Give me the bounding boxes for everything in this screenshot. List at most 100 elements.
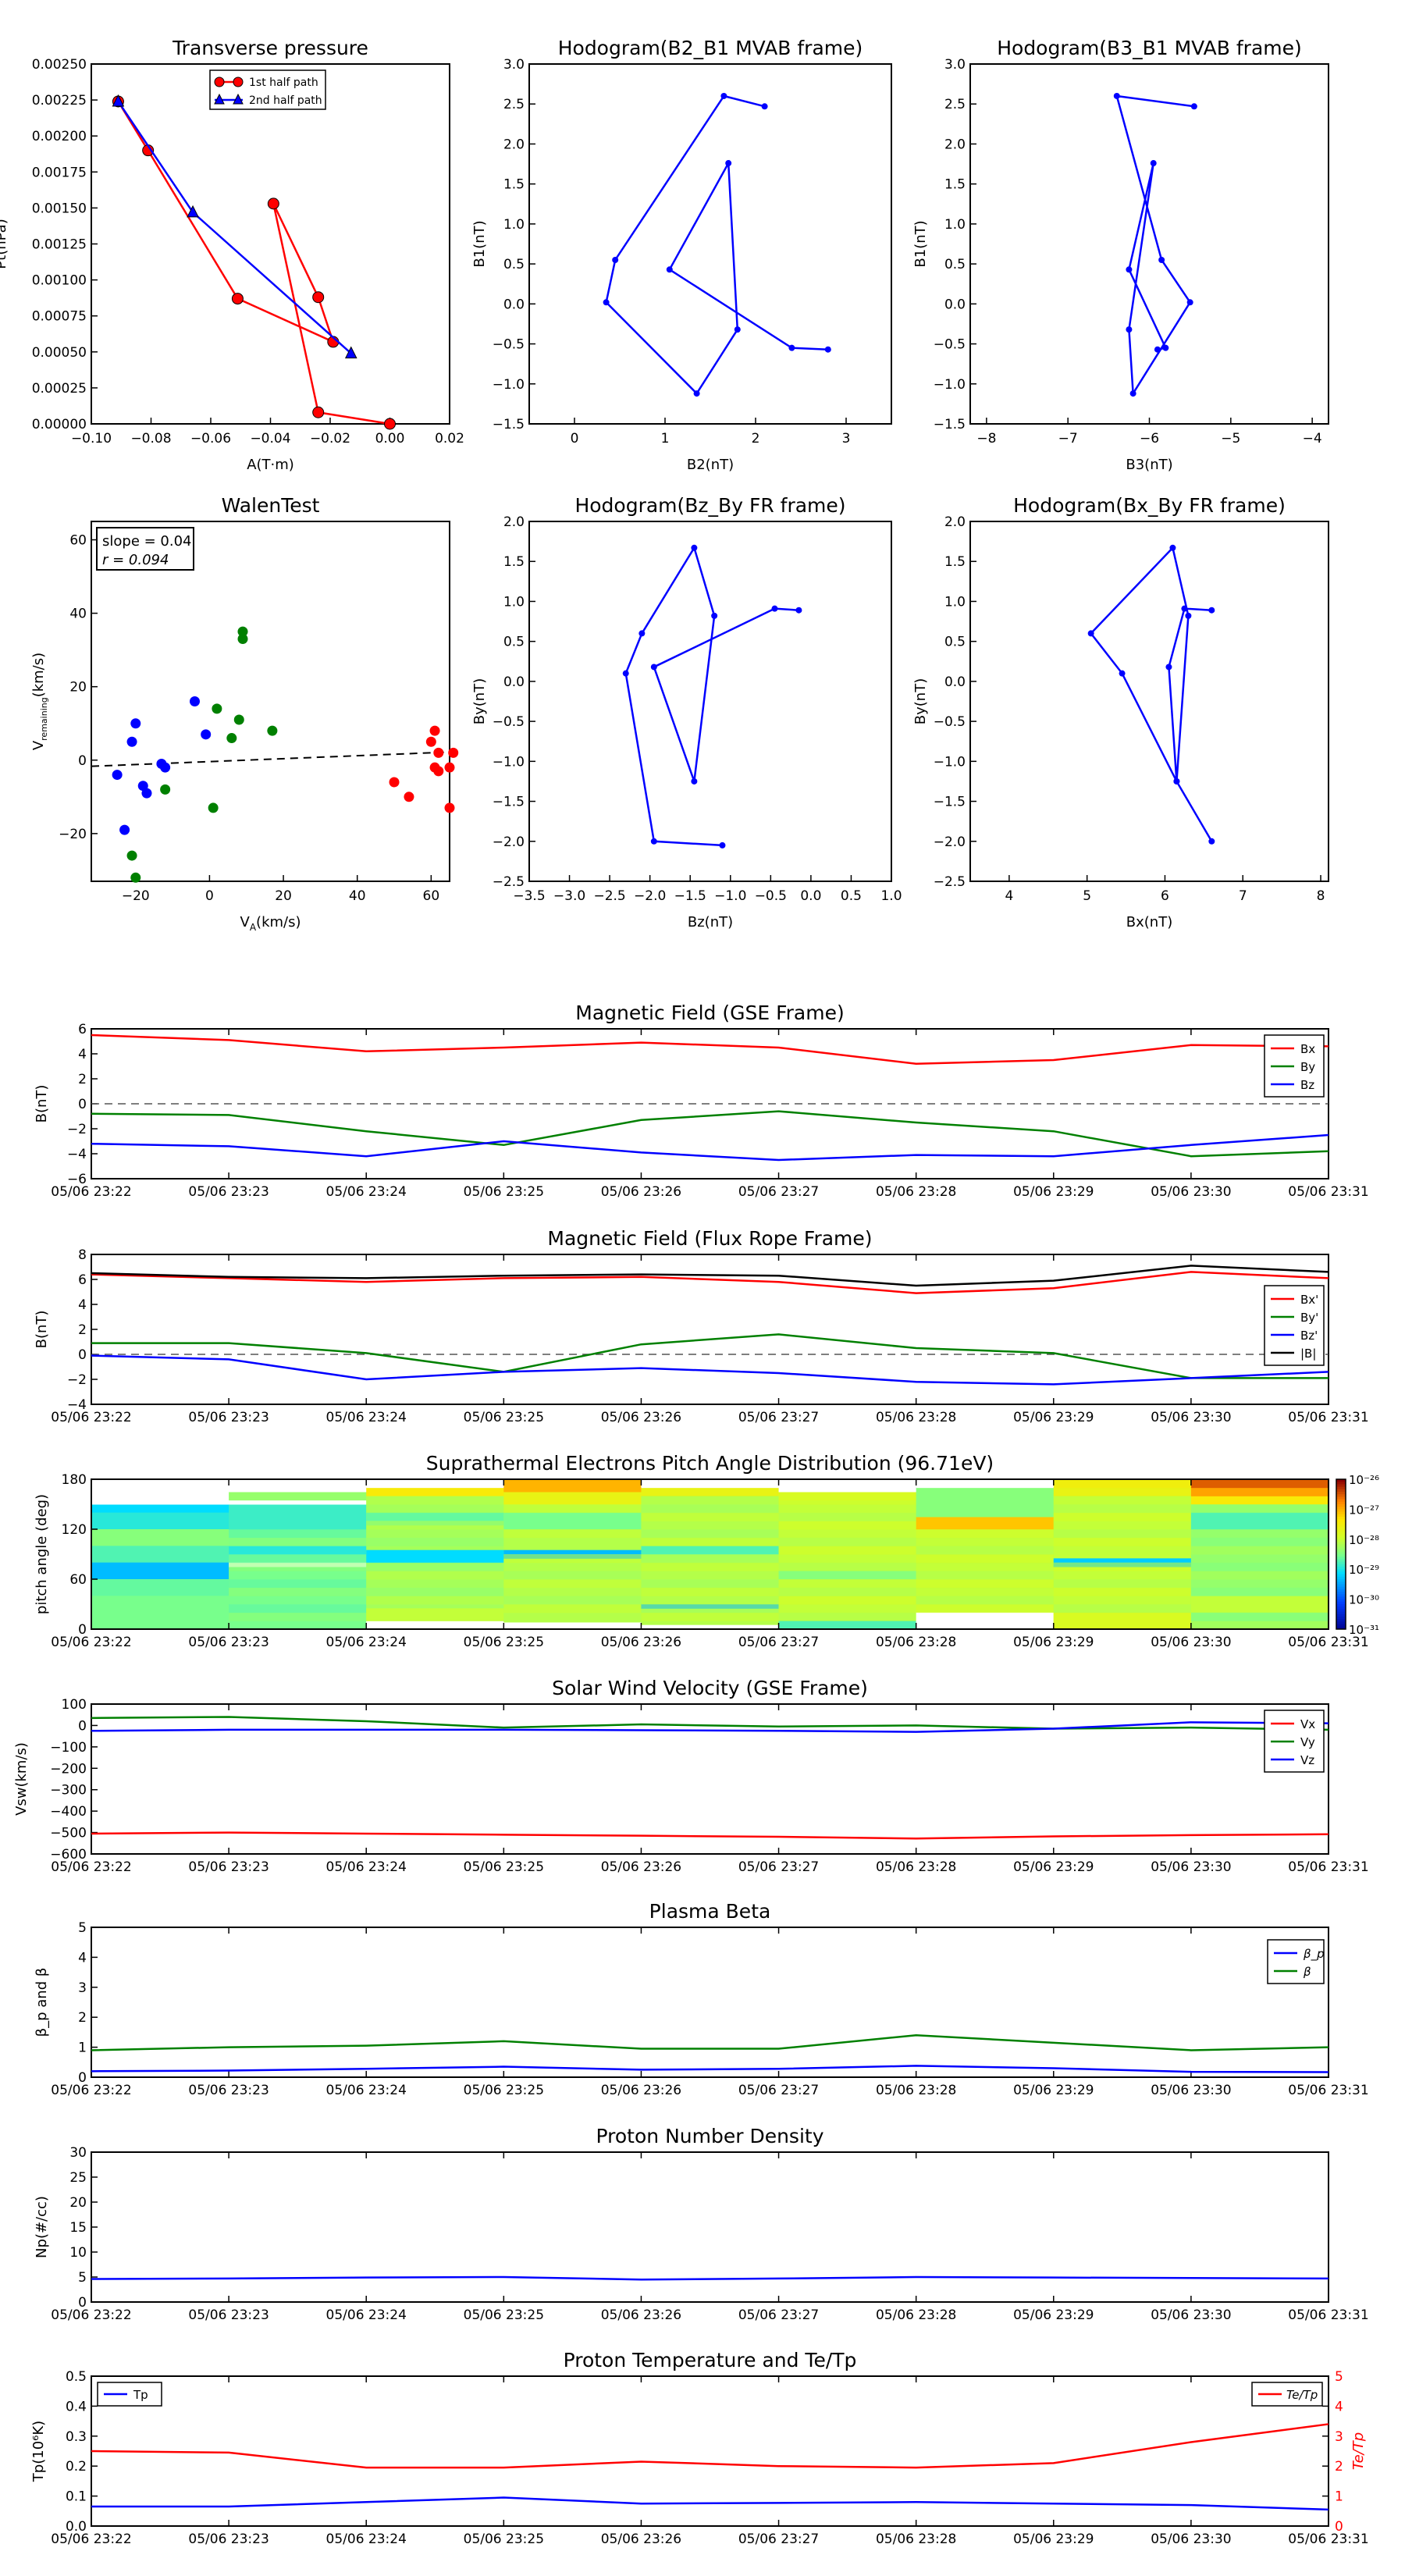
annotation-slope: slope = 0.04: [102, 533, 192, 550]
x-tick-label: −7: [1058, 431, 1078, 447]
y-tick-label: 0: [78, 1097, 87, 1112]
y-tick-label-right: 4: [1335, 2399, 1343, 2414]
heatmap-band: [366, 1529, 504, 1539]
y-axis-label: Tp(10⁶K): [30, 2421, 47, 2482]
panel-ts_b: Magnetic Field (GSE Frame) 05/06 23:22 05/…: [34, 1002, 1369, 1200]
x-tick-label: 05/06 23:23: [188, 1410, 269, 1425]
y-tick-label: −1.5: [493, 795, 525, 810]
y-axis-label: β_p and β: [34, 1968, 50, 2037]
colorbar-segment: [1336, 1549, 1346, 1553]
x-tick-label: 05/06 23:29: [1013, 1635, 1094, 1650]
panel-walen: WalenTest −20 0 20 40 60 −20 0 20 40 60 VA(km/s) Vre…: [30, 494, 459, 933]
colorbar-segment: [1336, 1586, 1346, 1590]
y-tick-label: 1.5: [503, 554, 525, 570]
legend-label: Te/Tp: [1286, 2388, 1318, 2402]
y-tick-label: 10: [69, 2245, 87, 2261]
heatmap-band: [1190, 1537, 1329, 1546]
heatmap-band: [503, 1571, 642, 1580]
x-tick-label: 05/06 23:28: [876, 1635, 956, 1650]
heatmap-band: [503, 1612, 642, 1621]
series-line-1: [117, 101, 352, 354]
data-point: [622, 670, 629, 677]
y-tick-label: 0.0: [503, 674, 525, 690]
x-tick-label: 05/06 23:30: [1151, 1184, 1231, 1200]
y-tick-label: 0.00000: [32, 417, 87, 432]
y-tick-label: 2: [78, 1072, 87, 1087]
x-tick-label: 05/06 23:31: [1288, 1184, 1368, 1200]
panel-h4: Hodogram(Bx_By FR frame) 4 5 6 7 8 −2.5 −2.0 −1.…: [912, 494, 1329, 930]
heatmap-band: [1053, 1579, 1192, 1589]
legend-marker: [214, 93, 225, 105]
heatmap-band: [778, 1596, 917, 1605]
y-tick-label: 120: [62, 1522, 87, 1538]
y-tick-label: −400: [50, 1804, 87, 1820]
y-tick-label: −500: [50, 1826, 87, 1841]
heatmap-cell: [91, 1504, 229, 1514]
data-point: [1126, 326, 1133, 333]
y-tick-label: 2: [78, 1322, 87, 1338]
heatmap-band: [1053, 1529, 1192, 1539]
heatmap-cell: [366, 1487, 504, 1496]
y-tick-label: 30: [69, 2145, 87, 2161]
legend-label: Bx: [1300, 1042, 1315, 1056]
heatmap-band: [916, 1529, 1055, 1539]
colorbar-segment: [1336, 1609, 1346, 1613]
data-point: [126, 850, 137, 861]
series-line-β: [91, 2033, 1329, 2051]
colorbar-segment: [1336, 1524, 1346, 1528]
heatmap-band: [1053, 1521, 1192, 1530]
x-tick-label: −0.08: [130, 431, 171, 447]
heatmap-band: [229, 1554, 367, 1564]
heatmap-band: [229, 1529, 367, 1539]
y-tick-label: 1: [78, 2041, 87, 2056]
heatmap-band: [229, 1562, 367, 1571]
data-point: [189, 696, 200, 706]
series-line-Vx: [91, 1831, 1329, 1840]
chart-title: Plasma Beta: [649, 1900, 771, 1923]
x-tick-label: 0: [571, 431, 579, 447]
heatmap-band: [229, 1621, 367, 1630]
x-tick-label: 05/06 23:24: [326, 2532, 407, 2547]
heatmap-band: [503, 1587, 642, 1596]
heatmap-band: [1190, 1504, 1329, 1514]
heatmap-cell: [641, 1546, 780, 1555]
y-tick-label: 2.5: [503, 97, 525, 112]
annotation-box: [96, 527, 194, 571]
colorbar-segment: [1336, 1567, 1346, 1570]
y-tick-label: 0: [78, 753, 87, 769]
legend-label: Vz: [1300, 1753, 1314, 1767]
colorbar-segment: [1336, 1521, 1346, 1525]
x-tick-label: 05/06 23:22: [51, 2532, 131, 2547]
data-point: [650, 838, 657, 845]
heatmap-band: [778, 1512, 917, 1521]
colorbar-segment: [1336, 1561, 1346, 1565]
x-tick-label: 05/06 23:25: [464, 2083, 544, 2098]
data-point: [1129, 390, 1136, 397]
data-point: [603, 299, 610, 306]
x-tick-label: −2.5: [593, 888, 625, 904]
x-tick-label: 05/06 23:31: [1288, 1635, 1368, 1650]
colorbar-segment: [1336, 1557, 1346, 1560]
heatmap-band: [1190, 1587, 1329, 1596]
heatmap-cell: [503, 1622, 642, 1630]
heatmap-cell: [778, 1621, 917, 1630]
heatmap-band: [641, 1571, 780, 1580]
data-point: [1185, 612, 1192, 619]
data-point: [1190, 103, 1197, 110]
x-tick-label: 05/06 23:27: [738, 1410, 819, 1425]
heatmap-band: [1053, 1571, 1192, 1580]
data-point: [824, 346, 831, 353]
x-axis-label: B3(nT): [1126, 457, 1172, 473]
data-point: [130, 718, 141, 729]
heatmap-band: [641, 1537, 780, 1546]
x-tick-label: 05/06 23:30: [1151, 1635, 1231, 1650]
x-tick-label: 7: [1239, 888, 1247, 904]
heatmap-band: [641, 1604, 780, 1614]
y-tick-label: 2.5: [944, 97, 966, 112]
x-tick-label: 1.0: [880, 888, 902, 904]
y-tick-label: 1.0: [503, 217, 525, 233]
colorbar-tick-label: 10⁻³⁰: [1349, 1593, 1379, 1607]
data-point: [433, 747, 444, 758]
